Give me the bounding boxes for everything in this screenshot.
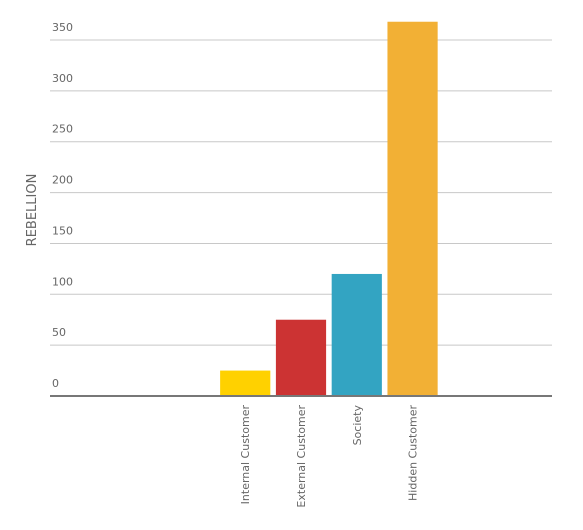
x-tick-label: Society <box>351 405 364 446</box>
y-tick-label: 150 <box>52 224 73 237</box>
y-tick-label: 100 <box>52 275 73 288</box>
x-tick-label: External Customer <box>295 405 308 508</box>
y-tick-label: 50 <box>52 326 66 339</box>
y-axis-label: REBELLION <box>25 174 40 247</box>
bar <box>387 21 438 396</box>
y-tick-label: 0 <box>52 377 59 390</box>
bar <box>220 370 271 396</box>
y-tick-label: 300 <box>52 72 73 85</box>
y-tick-label: 250 <box>52 123 73 136</box>
bar <box>331 273 382 396</box>
bar <box>275 319 327 396</box>
y-tick-label: 350 <box>52 21 73 34</box>
y-tick-label: 200 <box>52 174 73 187</box>
x-tick-label: Hidden Customer <box>407 405 420 501</box>
x-tick-label: Internal Customer <box>239 405 252 505</box>
